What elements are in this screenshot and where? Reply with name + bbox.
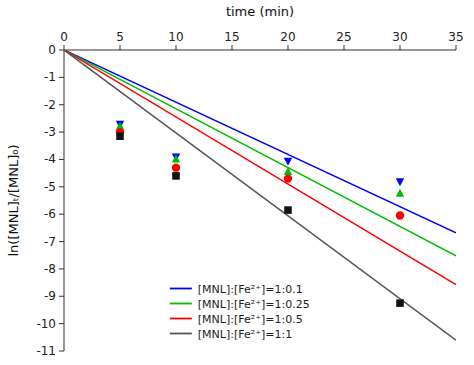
y-tick <box>59 186 64 187</box>
scatter-point <box>284 167 292 175</box>
fit-line <box>64 50 456 256</box>
legend-label: [MNL]:[Fe²⁺]=1:0.25 <box>198 298 310 311</box>
x-tick <box>400 45 401 50</box>
scatter-point <box>116 132 124 140</box>
x-tick <box>456 45 457 50</box>
scatter-point <box>396 299 404 307</box>
x-axis-label: time (min) <box>226 4 294 19</box>
y-tick <box>59 241 64 242</box>
legend-swatch <box>170 288 192 290</box>
y-tick <box>59 323 64 324</box>
x-tick-label: 10 <box>168 30 183 44</box>
y-tick <box>59 351 64 352</box>
x-tick <box>232 45 233 50</box>
legend-label: [MNL]:[Fe²⁺]=1:0.1 <box>198 283 303 296</box>
scatter-point <box>396 178 404 186</box>
y-tick <box>59 159 64 160</box>
fit-line <box>64 50 456 233</box>
x-tick-label: 30 <box>392 30 407 44</box>
y-tick-label: -11 <box>36 344 56 358</box>
x-tick-label: 25 <box>336 30 351 44</box>
y-tick <box>59 132 64 133</box>
chart: 0 5 10 15 20 25 30 35 0 -1 -2 -3 -4 -5 -6 -7 -8 -9 -10 -11 t… <box>0 0 474 365</box>
scatter-point <box>172 163 180 171</box>
y-axis-line <box>64 50 65 351</box>
x-tick-label: 15 <box>224 30 239 44</box>
y-tick <box>59 296 64 297</box>
y-tick <box>59 50 64 51</box>
y-tick-label: -10 <box>36 317 56 331</box>
scatter-point <box>284 158 292 166</box>
legend: [MNL]:[Fe²⁺]=1:0.1 [MNL]:[Fe²⁺]=1:0.25 [MN… <box>170 283 310 341</box>
axes: 0 5 10 15 20 25 30 35 0 -1 -2 -3 -4 -5 -6 -7 -8 -9 -10 -11 <box>36 30 463 358</box>
fit-line <box>64 50 456 285</box>
y-tick-label: -1 <box>44 70 56 84</box>
legend-swatch <box>170 333 192 335</box>
legend-swatch <box>170 318 192 320</box>
y-tick-label: -8 <box>44 262 56 276</box>
y-tick-label: -2 <box>44 98 56 112</box>
y-tick-label: -9 <box>44 289 56 303</box>
x-tick-label: 20 <box>280 30 295 44</box>
y-tick <box>59 268 64 269</box>
y-tick <box>59 77 64 78</box>
scatter-point <box>284 174 292 182</box>
y-axis-label: ln([MNL]ₜ/[MNL]₀) <box>6 144 21 256</box>
y-tick <box>59 104 64 105</box>
y-tick <box>59 214 64 215</box>
x-tick-label: 5 <box>116 30 124 44</box>
x-tick <box>176 45 177 50</box>
y-tick-label: -6 <box>44 207 56 221</box>
y-tick-label: -5 <box>44 180 56 194</box>
y-tick-label: -3 <box>44 125 56 139</box>
fit-line <box>64 50 456 340</box>
scatter-point <box>396 189 404 197</box>
scatter-point <box>172 155 180 163</box>
plot-area <box>64 50 456 340</box>
legend-label: [MNL]:[Fe²⁺]=1:0.5 <box>198 313 303 326</box>
x-tick <box>64 45 65 50</box>
legend-label: [MNL]:[Fe²⁺]=1:1 <box>198 328 292 341</box>
x-axis-line <box>64 50 456 51</box>
legend-swatch <box>170 303 192 305</box>
scatter-point <box>396 211 404 219</box>
y-tick-label: -4 <box>44 152 56 166</box>
x-tick-label: 35 <box>448 30 463 44</box>
y-tick-label: 0 <box>48 43 56 57</box>
y-tick-label: -7 <box>44 235 56 249</box>
scatter-point <box>284 206 292 214</box>
scatter-point <box>172 172 180 180</box>
x-tick <box>120 45 121 50</box>
x-tick-label: 0 <box>60 30 68 44</box>
x-tick <box>344 45 345 50</box>
x-tick <box>288 45 289 50</box>
